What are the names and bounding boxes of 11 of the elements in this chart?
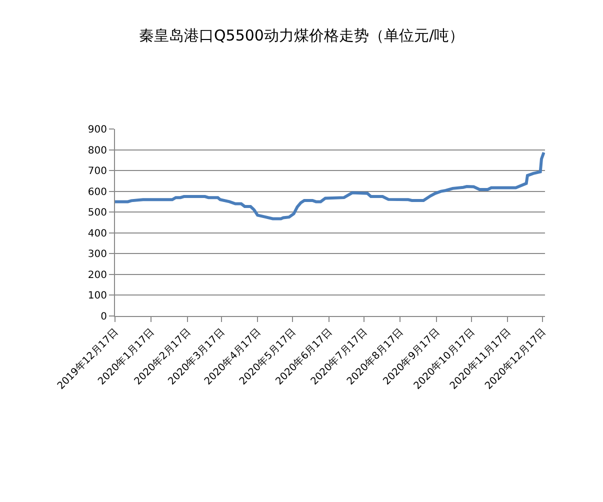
chart-title: 秦皇岛港口Q5500动力煤价格走势（单位元/吨）	[138, 26, 464, 44]
y-tick-label: 300	[88, 249, 107, 260]
y-tick-label: 200	[88, 270, 107, 281]
y-tick-label: 600	[88, 186, 107, 198]
y-tick-label: 100	[88, 290, 107, 302]
y-tick-label: 500	[88, 208, 107, 219]
y-tick-label: 800	[88, 145, 107, 156]
y-tick-label: 900	[88, 124, 107, 136]
y-tick-label: 700	[88, 166, 107, 178]
y-tick-label: 0	[100, 312, 107, 322]
y-tick-label: 400	[88, 228, 107, 240]
